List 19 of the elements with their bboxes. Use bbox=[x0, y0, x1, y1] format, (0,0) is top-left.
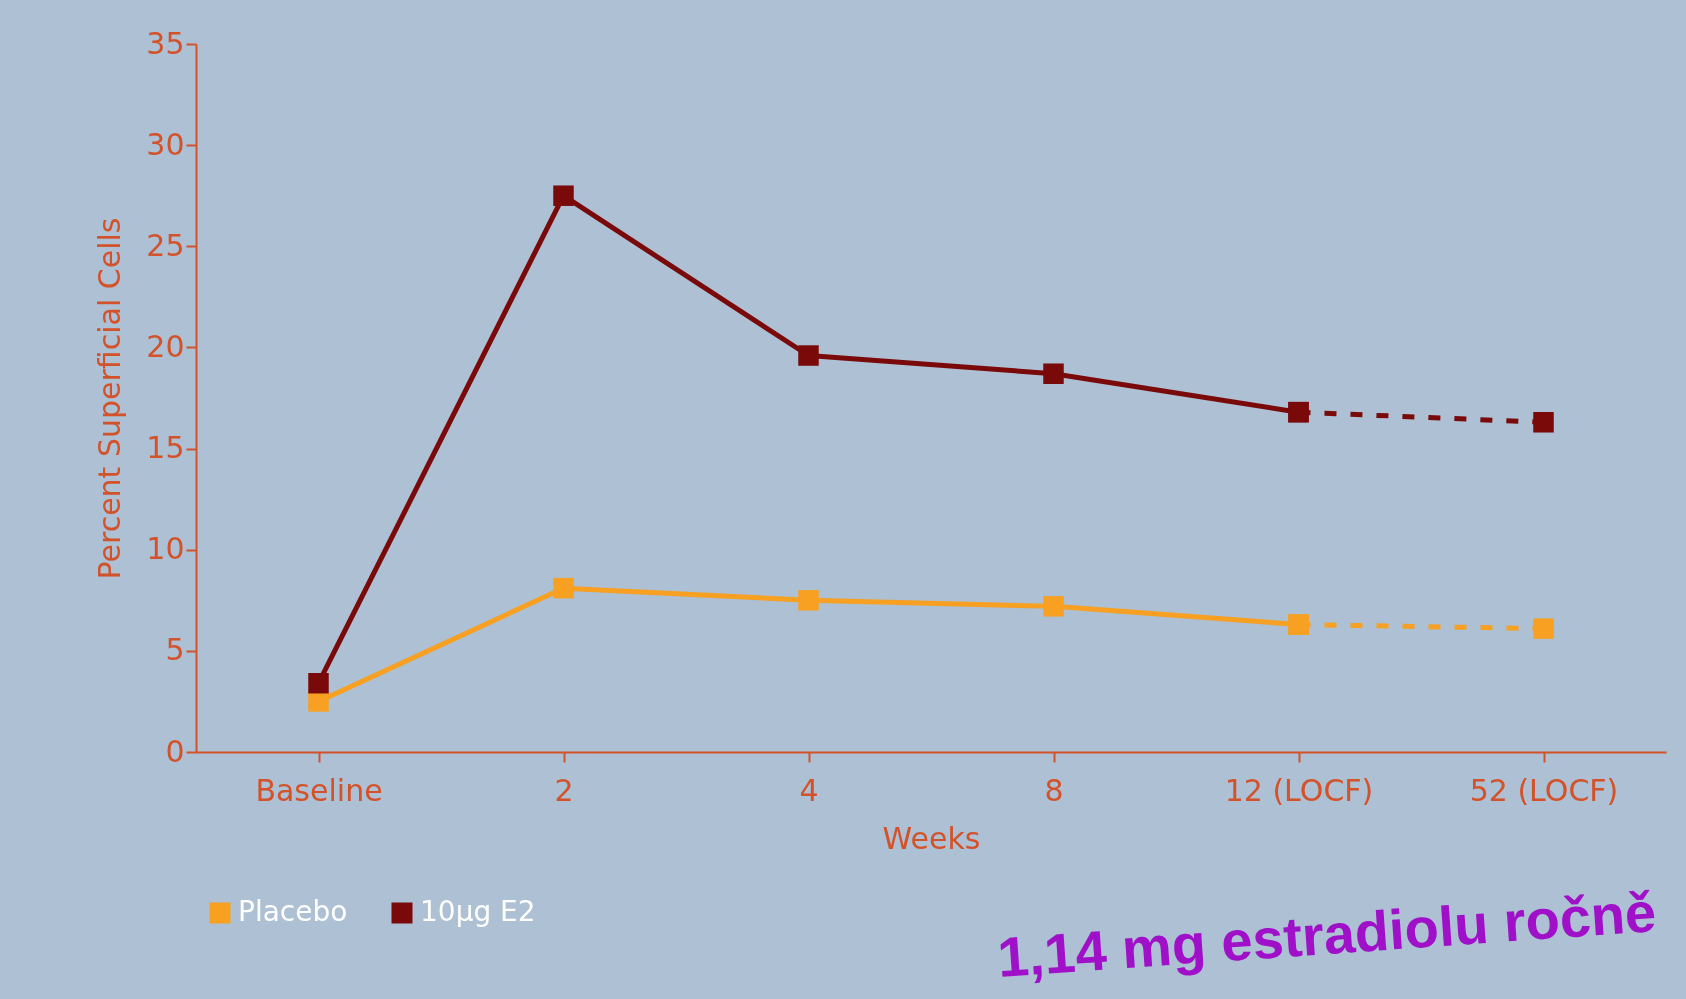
y-tick-label: 25 bbox=[146, 227, 185, 263]
x-tick-label: 4 bbox=[799, 772, 819, 808]
x-tick-label: Baseline bbox=[255, 772, 383, 808]
legend-label: Placebo bbox=[238, 895, 348, 928]
y-tick-label: 35 bbox=[146, 25, 185, 61]
y-tick-label: 15 bbox=[146, 430, 185, 466]
text: 1,14 mg estradiolu ročně bbox=[995, 880, 1659, 989]
y-tick-label: 5 bbox=[165, 632, 185, 668]
x-tick-label: 52 (LOCF) bbox=[1469, 772, 1619, 808]
y-tick-label: 30 bbox=[146, 126, 185, 162]
y-tick-label: 10 bbox=[146, 531, 185, 567]
x-tick-label: 12 (LOCF) bbox=[1224, 772, 1374, 808]
x-tick-label: 8 bbox=[1044, 772, 1064, 808]
legend-label: 10µg E2 bbox=[420, 895, 536, 928]
y-tick-label: 20 bbox=[146, 328, 185, 364]
x-axis-title: Weeks bbox=[882, 820, 981, 856]
y-tick-label: 0 bbox=[165, 733, 185, 769]
x-tick-label: 2 bbox=[554, 772, 574, 808]
y-axis-title: Percent Superficial Cells bbox=[92, 217, 128, 580]
